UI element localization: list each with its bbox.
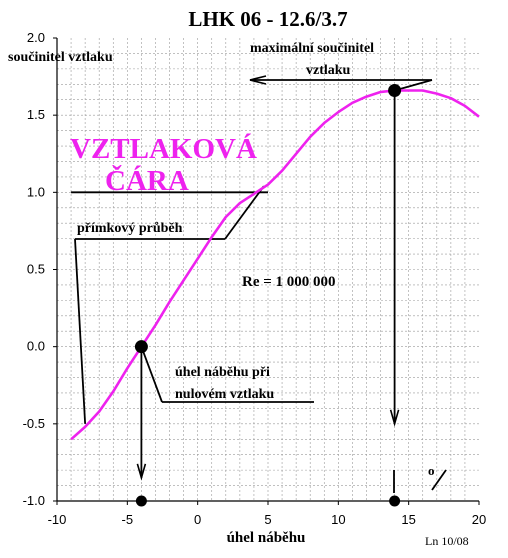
max-cl-leader-head bbox=[249, 75, 267, 85]
axes bbox=[53, 37, 480, 505]
max-cl-label-line1: maximální součinitel bbox=[250, 41, 374, 56]
degree-symbol: o bbox=[428, 463, 435, 478]
curve-point-marker bbox=[135, 495, 147, 507]
y-tick-label: 2.0 bbox=[27, 30, 45, 45]
footer-note: Ln 10/08 bbox=[425, 534, 469, 548]
chart-title: LHK 06 - 12.6/3.7 bbox=[188, 7, 347, 31]
y-tick-label: -1.0 bbox=[23, 493, 45, 508]
curve-label-line1: VZTLAKOVÁ bbox=[70, 132, 257, 165]
linear-part-label: přímkový průběh bbox=[77, 221, 183, 236]
zero-lift-label-line2: nulovém vztlaku bbox=[175, 387, 274, 402]
y-tick-label: 0.5 bbox=[27, 262, 45, 277]
y-axis-label: součinitel vztlaku bbox=[8, 50, 113, 65]
markers bbox=[134, 83, 402, 507]
zero-lift-label-line1: úhel náběhu při bbox=[175, 365, 270, 380]
max-cl-arrow-head bbox=[389, 409, 400, 427]
x-tick-label: -10 bbox=[48, 512, 67, 527]
annotation-lines bbox=[71, 75, 447, 493]
x-tick-label: 0 bbox=[194, 512, 201, 527]
x-tick-label: 10 bbox=[331, 512, 345, 527]
curve-point-marker bbox=[389, 495, 401, 507]
y-tick-label: 0.0 bbox=[27, 339, 45, 354]
x-axis-label: úhel náběhu bbox=[227, 530, 306, 546]
x-tick-label: 20 bbox=[472, 512, 486, 527]
x-tick-label: 5 bbox=[264, 512, 271, 527]
curve-label-line2: ČÁRA bbox=[105, 164, 189, 197]
linear-part-leader-lower bbox=[74, 238, 87, 424]
y-tick-label: 1.5 bbox=[27, 107, 45, 122]
reynolds-label: Re = 1 000 000 bbox=[242, 274, 336, 290]
y-tick-label: 1.0 bbox=[27, 184, 45, 199]
curve-point-marker bbox=[134, 340, 148, 354]
x-tick-label: -5 bbox=[122, 512, 134, 527]
y-tick-label: -0.5 bbox=[23, 416, 45, 431]
zero-lift-arrow-head bbox=[136, 463, 147, 481]
tick-labels: -10 -5 0 5 10 15 20 -1.0 -0.5 0.0 0.5 1.0 1.5 2.0 bbox=[23, 30, 487, 527]
grid bbox=[57, 38, 479, 501]
linear-part-leader-upper bbox=[224, 185, 265, 240]
curve-point-marker bbox=[388, 83, 402, 97]
max-cl-label-line2: vztlaku bbox=[306, 63, 351, 78]
zero-lift-leader-diagonal bbox=[140, 346, 163, 403]
x-tick-label: 15 bbox=[401, 512, 415, 527]
degree-stroke-right bbox=[431, 469, 447, 491]
